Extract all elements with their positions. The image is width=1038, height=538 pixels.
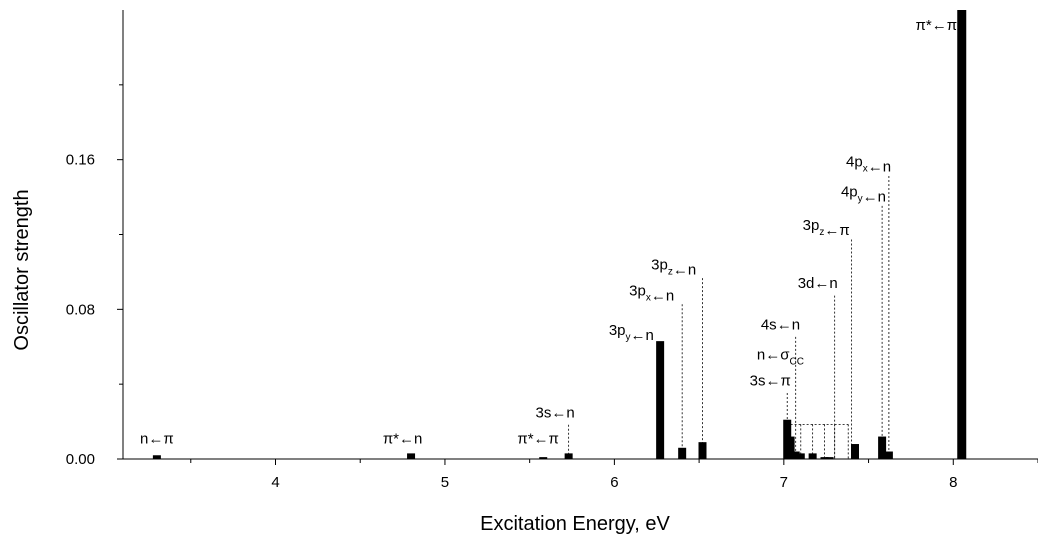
transition-label: n←π xyxy=(140,430,174,447)
bar xyxy=(153,455,161,459)
y-tick-label: 0.08 xyxy=(66,301,95,318)
transition-label: 3d←n xyxy=(798,275,838,292)
transition-label: 3s←π xyxy=(750,372,791,389)
x-tick-label: 6 xyxy=(610,474,618,491)
y-axis-title: Oscillator strength xyxy=(11,189,33,350)
x-tick-label: 8 xyxy=(949,474,957,491)
transition-label: 4px←n xyxy=(846,154,891,176)
y-tick-label: 0.00 xyxy=(66,451,95,468)
transition-label: 3py←n xyxy=(609,322,654,344)
x-tick-label: 7 xyxy=(780,474,788,491)
x-tick-label: 4 xyxy=(271,474,279,491)
transition-label: 4s←n xyxy=(761,316,800,333)
y-tick-label: 0.16 xyxy=(66,152,95,169)
bar xyxy=(407,453,415,459)
annotations-group: n←π π*←n π*←π 3s←n 3py←n 3px←n 3pz←n 3s←π n←σCC 4… xyxy=(140,17,957,459)
transition-label: π*←π xyxy=(916,17,958,34)
transition-label: 3s←n xyxy=(535,404,574,421)
bar xyxy=(957,10,966,459)
bar xyxy=(851,444,859,459)
transition-label: π*←π xyxy=(517,430,559,447)
transition-label: 3pz←π xyxy=(803,217,850,239)
transition-label: 3px←n xyxy=(629,283,674,305)
bar xyxy=(539,457,547,459)
transition-label: π*←n xyxy=(383,430,423,447)
bar xyxy=(826,457,834,459)
x-tick-label: 5 xyxy=(441,474,449,491)
x-axis-title: Excitation Energy, eV xyxy=(480,513,670,535)
transition-label: 4py←n xyxy=(841,184,886,206)
transition-label: n←σCC xyxy=(757,346,804,367)
transition-label: 3pz←n xyxy=(651,256,696,278)
bar xyxy=(656,341,664,459)
